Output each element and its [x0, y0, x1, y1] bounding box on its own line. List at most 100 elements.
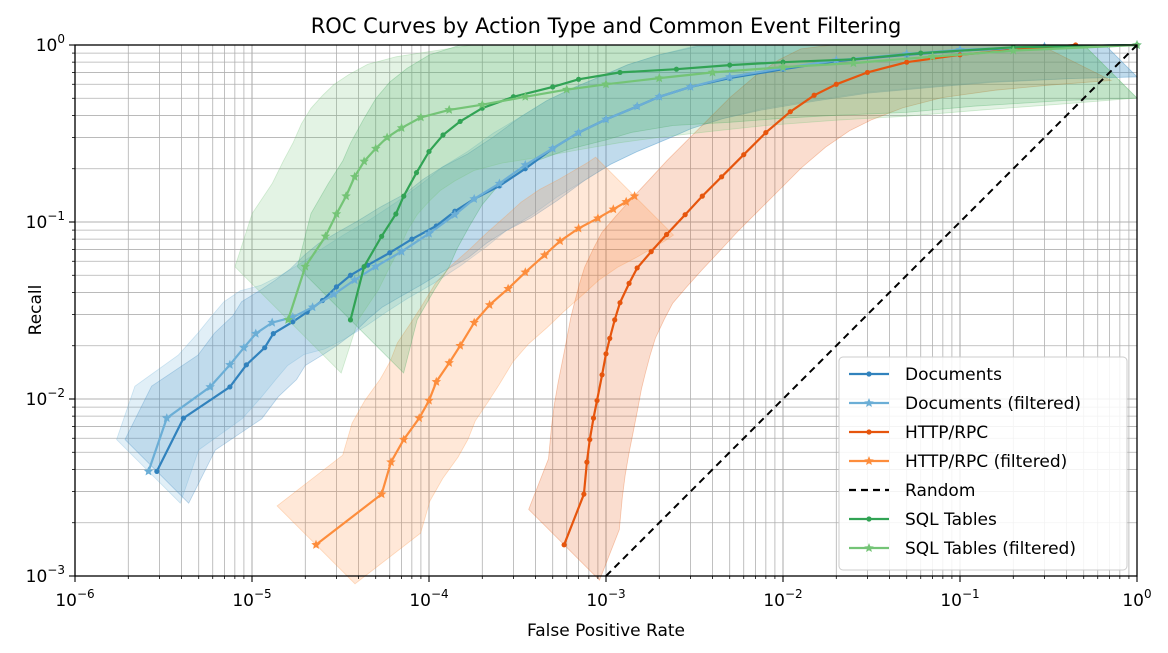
data-point	[864, 69, 871, 76]
data-point	[333, 284, 340, 290]
data-point	[503, 283, 513, 293]
data-point	[450, 209, 460, 219]
legend-box	[838, 356, 1128, 571]
y-tick-label: 10−1	[26, 209, 65, 233]
data-point	[396, 122, 407, 132]
data-point	[251, 328, 261, 338]
data-point	[424, 395, 434, 405]
data-point	[341, 191, 351, 201]
data-point	[664, 231, 670, 238]
data-point	[617, 69, 623, 76]
data-point	[300, 261, 310, 271]
data-point	[288, 312, 298, 322]
data-point	[581, 491, 587, 497]
data-point	[904, 59, 910, 65]
data-point	[387, 250, 393, 256]
chart-title: ROC Curves by Action Type and Common Eve…	[311, 14, 902, 38]
data-point	[162, 413, 172, 423]
legend-label: Documents	[905, 365, 1002, 385]
data-point	[601, 114, 611, 124]
legend-entry: SQL Tables (filtered)	[849, 539, 1076, 559]
data-point	[848, 58, 859, 68]
data-point	[431, 376, 442, 386]
legend-marker	[864, 398, 874, 407]
x-axis-label: False Positive Rate	[527, 621, 685, 641]
series-line	[563, 43, 1076, 546]
data-point	[396, 246, 407, 256]
data-point	[371, 143, 381, 153]
legend-marker	[866, 516, 872, 522]
data-point	[349, 275, 360, 285]
data-point	[707, 67, 718, 77]
legend-entry: HTTP/RPC	[849, 423, 988, 443]
data-point	[359, 156, 369, 166]
data-point	[239, 342, 249, 352]
data-point	[426, 148, 432, 155]
x-tick-label: 10−3	[586, 587, 625, 611]
data-point	[307, 302, 318, 312]
data-point	[787, 109, 793, 115]
confidence-band	[528, 44, 1113, 581]
data-point	[371, 261, 381, 271]
data-point	[927, 51, 938, 61]
data-point	[376, 489, 387, 499]
data-point	[180, 415, 187, 421]
data-point	[550, 84, 556, 90]
data-point	[575, 76, 582, 82]
legend-entry: Documents (filtered)	[849, 394, 1081, 414]
data-point	[409, 236, 415, 242]
data-point	[607, 335, 613, 341]
data-point	[225, 359, 235, 369]
data-point	[573, 127, 584, 137]
data-point	[386, 457, 396, 467]
data-point	[778, 62, 788, 72]
confidence-band	[276, 156, 675, 585]
data-point	[399, 434, 409, 444]
data-point	[414, 413, 424, 423]
data-point	[741, 152, 747, 158]
data-point	[632, 101, 642, 111]
legend-marker	[864, 456, 874, 465]
data-point	[154, 468, 160, 474]
data-point	[603, 351, 609, 357]
data-point	[361, 263, 367, 270]
data-point	[205, 381, 215, 391]
x-tick-label: 10−4	[409, 587, 448, 611]
data-point	[143, 466, 154, 476]
data-point	[290, 319, 296, 325]
data-point	[444, 104, 454, 114]
data-point	[270, 331, 276, 337]
data-point	[673, 66, 680, 72]
data-point	[347, 272, 354, 278]
data-point	[612, 317, 618, 323]
data-point	[347, 317, 354, 323]
data-point	[320, 231, 331, 241]
data-point	[719, 174, 725, 180]
data-point	[617, 300, 623, 306]
data-point	[621, 196, 631, 206]
data-point	[654, 73, 664, 83]
data-point	[562, 84, 572, 94]
data-point	[587, 436, 593, 443]
data-point	[329, 289, 339, 299]
data-point	[227, 384, 233, 390]
data-point	[548, 143, 558, 153]
data-point	[593, 213, 603, 223]
x-tick-label: 10−2	[763, 587, 802, 611]
data-point	[469, 317, 479, 327]
x-tick-label: 10−5	[232, 587, 271, 611]
data-point	[763, 129, 769, 136]
data-point	[626, 280, 632, 286]
data-point	[629, 191, 640, 201]
data-point	[608, 204, 619, 214]
data-point	[477, 99, 487, 109]
x-tick-label: 10−1	[940, 587, 979, 611]
data-point	[555, 236, 565, 246]
data-point	[584, 459, 590, 465]
legend-marker	[864, 543, 874, 552]
data-point	[601, 79, 611, 89]
data-point	[520, 267, 531, 277]
data-point	[267, 317, 277, 327]
data-point	[444, 357, 454, 367]
